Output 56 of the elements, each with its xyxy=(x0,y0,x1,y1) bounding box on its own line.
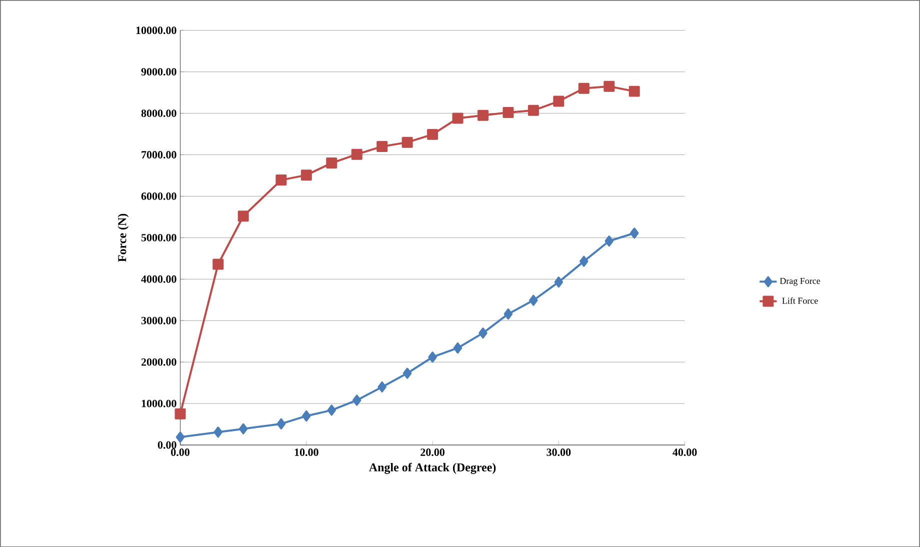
point xyxy=(528,104,539,116)
point xyxy=(502,106,514,118)
point xyxy=(326,157,338,168)
point xyxy=(351,148,362,160)
x-tick-label: 30.00 xyxy=(546,448,571,456)
point xyxy=(276,418,286,430)
y-tick-label: 7000.00 xyxy=(142,150,176,158)
point xyxy=(428,351,437,362)
point xyxy=(402,136,413,148)
point xyxy=(238,423,248,434)
y-axis-title: Force (N) xyxy=(118,214,129,262)
point xyxy=(554,276,564,288)
x-tick-label: 10.00 xyxy=(294,448,318,456)
y-tick-label: 8000.00 xyxy=(141,109,176,117)
point xyxy=(212,258,224,270)
point xyxy=(452,112,464,124)
point xyxy=(630,227,639,238)
y-tick-label: 4000.00 xyxy=(141,275,176,283)
y-tick-label: 6000.00 xyxy=(141,192,176,200)
point xyxy=(238,210,249,222)
point xyxy=(578,82,590,94)
point xyxy=(276,174,287,186)
point xyxy=(378,381,386,392)
point xyxy=(453,342,462,354)
point xyxy=(300,169,312,180)
legend-label: Drag Force xyxy=(780,278,820,286)
y-tick-label: 10000.00 xyxy=(136,26,176,34)
x-tick-label: 20.00 xyxy=(420,448,444,456)
point xyxy=(327,404,336,416)
x-tick-label: 0.00 xyxy=(171,448,190,456)
y-tick-label: 1000.00 xyxy=(142,400,176,408)
point xyxy=(174,408,186,420)
point xyxy=(214,426,222,438)
y-tick-label: 9000.00 xyxy=(141,68,176,76)
point xyxy=(427,128,438,140)
point xyxy=(376,140,388,152)
x-tick-label: 40.00 xyxy=(672,448,697,456)
y-tick-label: 5000.00 xyxy=(141,234,176,242)
point xyxy=(580,256,588,267)
point xyxy=(478,327,488,338)
point xyxy=(302,410,311,422)
point xyxy=(352,394,362,406)
point xyxy=(628,86,640,97)
legend-label: Lift Force xyxy=(782,297,818,304)
x-axis-title: Angle of Attack (Degree) xyxy=(368,462,496,474)
point xyxy=(553,96,564,107)
point xyxy=(477,110,488,121)
point xyxy=(529,294,538,306)
point xyxy=(176,431,185,442)
y-tick-label: 0.00 xyxy=(158,441,176,449)
point xyxy=(604,235,614,246)
point xyxy=(504,308,513,320)
y-tick-label: 2000.00 xyxy=(141,358,176,366)
y-tick-label: 3000.00 xyxy=(141,316,176,324)
point xyxy=(402,368,412,379)
point xyxy=(604,80,615,92)
